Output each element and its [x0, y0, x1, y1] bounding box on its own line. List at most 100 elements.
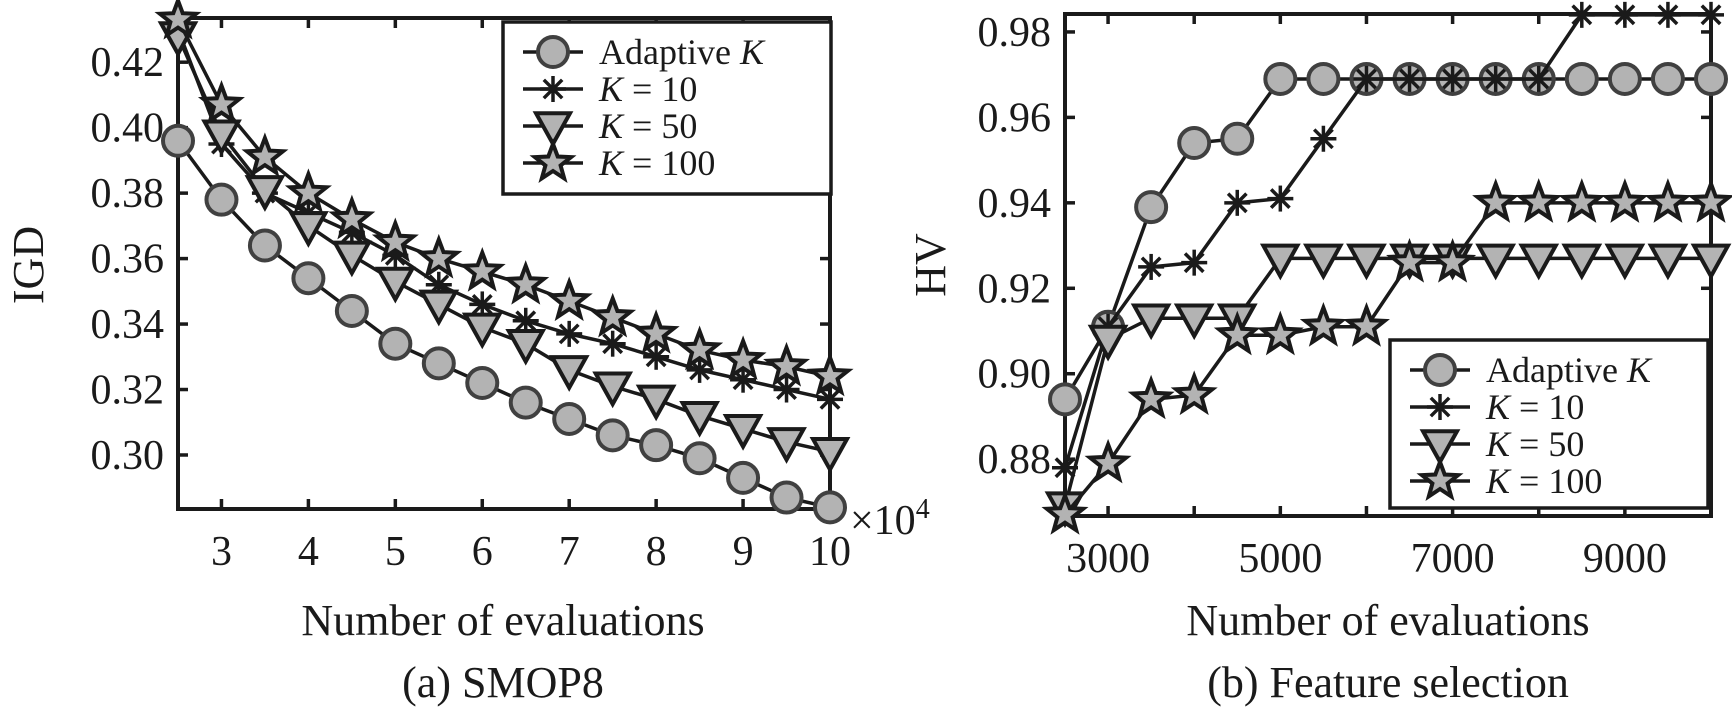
triangle-marker	[1647, 243, 1689, 281]
triangle-marker	[1087, 324, 1129, 362]
x-tick-label: 5	[385, 529, 406, 575]
data-point	[1353, 65, 1380, 92]
triangle-marker	[1475, 243, 1517, 281]
data-point	[1220, 121, 1255, 156]
circle-marker	[1306, 61, 1341, 96]
legend-label-italic: K	[1626, 350, 1653, 390]
data-point	[465, 365, 500, 400]
data-point	[1052, 454, 1078, 481]
data-point	[1310, 125, 1337, 152]
triangle-marker	[288, 211, 329, 248]
legend-label: K = 100	[1485, 461, 1602, 501]
data-point	[1607, 61, 1642, 96]
data-point	[1604, 243, 1646, 281]
x-axis-title: Number of evaluations	[1186, 596, 1589, 645]
y-tick-label: 0.98	[978, 10, 1052, 56]
data-point	[502, 260, 550, 305]
asterisk-stroke	[1399, 68, 1420, 90]
asterisk-stroke	[542, 78, 564, 100]
series-line	[176, 139, 831, 510]
data-point	[1482, 65, 1509, 92]
legend-item: K = 50	[1410, 424, 1584, 466]
data-point	[1041, 490, 1089, 535]
legend-item: Adaptive K	[1410, 350, 1653, 390]
star-marker	[1256, 310, 1304, 356]
data-point	[197, 79, 245, 125]
circle-marker	[1694, 61, 1728, 96]
circle-marker	[204, 182, 239, 217]
x-tick-label: 10	[809, 529, 851, 575]
plot-area: 3 4 5 6 7 8 9 10 0.30 0.32 0.34 0.36 0.38 0.40 0.42 Ada…	[91, 0, 854, 575]
legend-label: K = 50	[1485, 424, 1584, 464]
x-tick-label: 5000	[1238, 536, 1322, 582]
data-point	[719, 335, 767, 380]
data-point	[1130, 303, 1172, 341]
legend-label-italic: K	[598, 143, 625, 183]
data-point	[154, 0, 202, 40]
series-circle	[161, 123, 847, 525]
legend-marker	[532, 111, 574, 148]
y-tick-label: 0.38	[91, 171, 165, 217]
data-point	[161, 123, 195, 158]
x-multiplier-base: ×10	[850, 498, 916, 544]
series-line	[1063, 13, 1711, 469]
data-point	[1342, 301, 1390, 347]
data-point	[1306, 61, 1341, 96]
circle-marker	[1220, 121, 1255, 156]
data-point	[1134, 190, 1169, 225]
star-marker	[1429, 238, 1477, 283]
triangle-marker	[418, 289, 460, 327]
data-point	[635, 384, 677, 422]
data-point	[1694, 61, 1728, 96]
triangle-marker	[532, 111, 574, 148]
data-point	[1048, 382, 1082, 417]
data-point	[1644, 178, 1692, 223]
legend-marker	[1416, 456, 1464, 502]
data-point	[1525, 65, 1552, 92]
asterisk-stroke	[776, 379, 797, 400]
star-marker	[1601, 178, 1649, 223]
asterisk-stroke	[558, 323, 580, 345]
circle-marker	[465, 365, 500, 400]
star-marker	[284, 168, 332, 214]
asterisk-stroke	[1571, 4, 1593, 26]
data-point	[643, 343, 670, 370]
data-point	[766, 427, 807, 464]
data-point	[1698, 1, 1724, 28]
data-point	[1181, 249, 1208, 276]
series-line	[1063, 201, 1711, 516]
triangle-marker	[766, 427, 807, 464]
data-point	[592, 371, 634, 409]
asterisk-stroke	[602, 333, 624, 355]
star-marker	[1515, 178, 1563, 223]
star-marker	[502, 260, 550, 305]
legend-label: Adaptive K	[1486, 350, 1653, 390]
star-marker	[806, 351, 854, 397]
asterisk-stroke	[1614, 4, 1636, 26]
data-point	[1303, 243, 1344, 281]
data-point	[1564, 61, 1599, 96]
legend-marker	[1427, 394, 1453, 420]
triangle-marker	[505, 328, 547, 366]
circle-marker	[682, 441, 717, 476]
legend-label: K = 10	[1485, 387, 1584, 427]
data-point	[204, 182, 239, 217]
triangle-marker	[722, 414, 764, 451]
circle-marker	[1423, 353, 1457, 387]
data-point	[809, 436, 851, 474]
star-marker	[589, 292, 637, 338]
legend-marker	[1423, 353, 1457, 387]
legend-marker	[529, 138, 577, 184]
triangle-marker	[1259, 243, 1301, 281]
series-asterisk	[165, 16, 843, 413]
data-point	[589, 292, 637, 338]
legend-item: K = 100	[1410, 456, 1602, 502]
data-point	[247, 228, 282, 263]
data-point	[374, 266, 416, 304]
legend-item: K = 10	[1410, 387, 1584, 427]
x-tick-label: 3000	[1066, 536, 1150, 582]
circle-marker	[595, 418, 630, 453]
series-line	[176, 35, 831, 454]
data-point	[334, 293, 369, 328]
x-tick-label: 9000	[1583, 536, 1667, 582]
